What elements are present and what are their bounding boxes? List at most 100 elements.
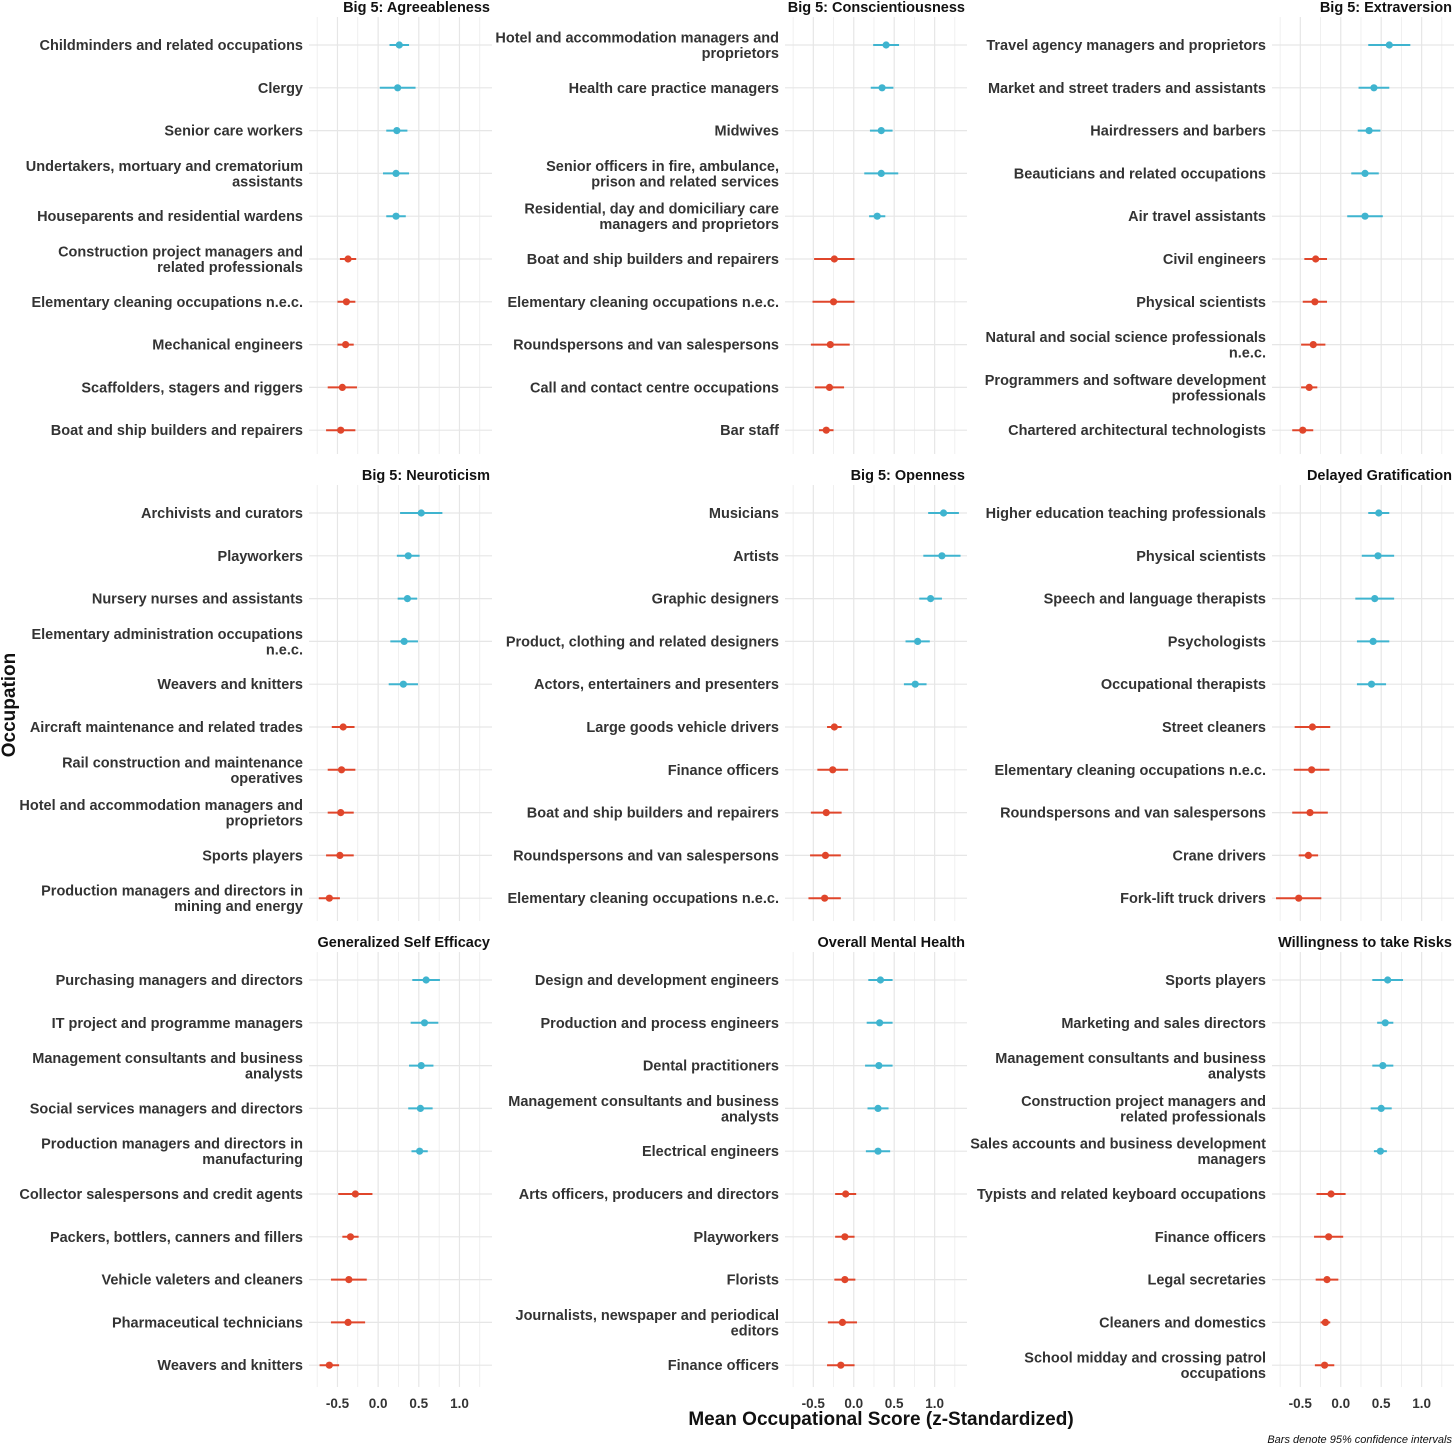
data-point [1375,509,1383,517]
data-point [927,595,935,603]
category-label-line: Cleaners and domestics [1099,1315,1266,1331]
data-point [1312,255,1320,263]
category-label-line: Actors, entertainers and presenters [534,677,779,693]
category-label: Management consultants and business analy… [32,1051,303,1083]
category-label-line: Physical scientists [1136,295,1266,311]
data-point [1361,212,1369,220]
category-label: Packers, bottlers, canners and fillers [50,1230,303,1246]
category-label: Roundspersons and van salespersons [1000,806,1266,822]
data-point [1295,894,1303,902]
category-label-line: Programmers and software development [985,373,1266,389]
data-point [825,383,834,391]
data-point [1361,169,1369,177]
category-label-line: Civil engineers [1163,252,1266,268]
category-label: Air travel assistants [1128,209,1266,225]
category-label-line: Legal secretaries [1148,1273,1267,1289]
category-label-line: Production managers and directors in [41,1137,303,1153]
data-point [1381,1019,1389,1027]
category-label-line: Packers, bottlers, canners and fillers [50,1230,303,1246]
data-point [1308,766,1316,774]
x-tick-label: 0.5 [409,1396,428,1411]
category-label-line: occupations [1181,1366,1266,1382]
category-label: Scaffolders, stagers and riggers [81,380,303,396]
data-point [874,1104,882,1112]
panel: Delayed Gratification Higher education te… [986,468,1454,921]
category-label-line: Management consultants and business [508,1094,779,1110]
category-label: Childminders and related occupations [40,38,303,54]
category-label: Product, clothing and related designers [506,634,779,650]
data-point [875,1062,883,1070]
category-label: Dental practitioners [643,1059,779,1075]
data-point [1306,809,1314,817]
category-label-line: Hotel and accommodation managers and [19,798,303,814]
data-point [420,1019,429,1027]
category-label: Collector salespersons and credit agents [19,1187,303,1203]
data-point [876,1019,884,1027]
category-label-line: analysts [245,1067,303,1083]
category-label-line: Elementary cleaning occupations n.e.c. [31,295,303,311]
data-point [342,298,351,306]
panel-title: Overall Mental Health [818,935,965,951]
category-label-line: managers and proprietors [599,217,779,233]
category-label-line: Aircraft maintenance and related trades [30,720,303,736]
category-label: Speech and language therapists [1044,592,1266,608]
panel-title: Willingness to take Risks [1278,935,1452,951]
category-label: Roundspersons and van salespersons [513,848,779,864]
panel: Generalized Self Efficacy Purchasing mana… [19,935,492,1411]
category-label: Health care practice managers [569,81,779,97]
category-label: Actors, entertainers and presenters [534,677,779,693]
category-label-line: Hotel and accommodation managers and [495,31,779,47]
category-label: Mechanical engineers [152,338,303,354]
data-point [1309,341,1317,349]
category-label-line: Market and street traders and assistants [988,81,1266,97]
category-label-line: Roundspersons and van salespersons [513,338,779,354]
category-label: Natural and social science professionals… [986,330,1266,362]
panel: Big 5: Conscientiousness Hotel and accomm… [495,0,967,454]
data-point [841,1276,849,1284]
data-point [822,809,830,817]
category-label-line: Travel agency managers and proprietors [986,38,1266,54]
data-point [345,1276,353,1284]
y-axis-title: Occupation [0,653,20,758]
data-point [1376,1147,1384,1155]
category-label-line: Clergy [258,81,303,97]
data-point [829,298,838,306]
category-label-line: Design and development engineers [535,973,779,989]
category-label-line: Dental practitioners [643,1059,779,1075]
data-point [878,84,886,92]
data-point [1320,1361,1329,1369]
x-tick-label: 1.0 [450,1396,469,1411]
data-point [1384,976,1392,984]
category-label-line: Finance officers [668,763,779,779]
category-label: Florists [727,1273,779,1289]
x-tick-label: 0.5 [885,1396,904,1411]
category-label-line: Boat and ship builders and repairers [527,806,779,822]
category-label-line: Health care practice managers [569,81,779,97]
category-label: Finance officers [668,763,779,779]
category-label-line: related professionals [157,260,303,276]
data-point [403,595,412,603]
category-label: Hotel and accommodation managers and prop… [495,31,779,63]
category-label: Musicians [709,506,779,522]
category-label: Nursery nurses and assistants [92,592,303,608]
category-label-line: Nursery nurses and assistants [92,592,303,608]
data-point [339,723,347,731]
category-label-line: Call and contact centre occupations [530,380,779,396]
category-label: Market and street traders and assistants [988,81,1266,97]
category-label: Playworkers [218,549,303,565]
category-label: Elementary cleaning occupations n.e.c. [31,295,303,311]
category-label: School midday and crossing patrol occupat… [1024,1351,1266,1383]
category-label: Elementary cleaning occupations n.e.c. [507,295,779,311]
data-point [882,41,890,49]
category-label: Senior care workers [164,124,303,140]
category-label-line: Production managers and directors in [41,884,303,900]
category-label-line: Senior officers in fire, ambulance, [546,159,779,175]
category-label: Roundspersons and van salespersons [513,338,779,354]
category-label: Construction project managers and related… [58,245,303,277]
data-point [346,1233,355,1241]
category-label-line: Rail construction and maintenance [62,755,303,771]
data-point [1367,680,1376,688]
category-label: Residential, day and domiciliary care man… [524,202,779,234]
data-point [336,851,344,860]
